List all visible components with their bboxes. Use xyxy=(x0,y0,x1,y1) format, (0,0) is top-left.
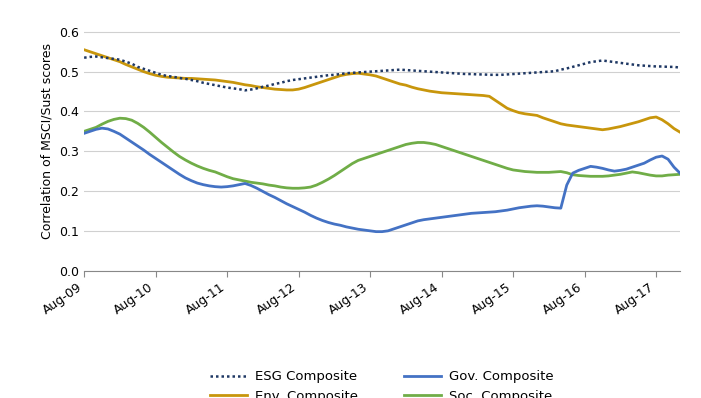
Soc. Composite xyxy=(289,186,297,191)
ESG Composite xyxy=(366,69,374,74)
ESG Composite xyxy=(509,72,517,76)
Env. Composite xyxy=(497,102,505,107)
Env. Composite xyxy=(676,130,684,135)
Env. Composite xyxy=(80,47,88,52)
Gov. Composite xyxy=(372,229,380,234)
Gov. Composite xyxy=(449,213,458,218)
Soc. Composite xyxy=(128,118,136,123)
ESG Composite xyxy=(449,71,458,76)
Gov. Composite xyxy=(235,182,243,187)
Line: ESG Composite: ESG Composite xyxy=(84,57,680,90)
ESG Composite xyxy=(241,88,250,93)
Gov. Composite xyxy=(538,204,547,209)
Soc. Composite xyxy=(538,170,547,175)
Env. Composite xyxy=(354,71,362,76)
Soc. Composite xyxy=(449,148,458,153)
Env. Composite xyxy=(122,62,130,67)
Env. Composite xyxy=(229,80,237,85)
Gov. Composite xyxy=(676,171,684,176)
Gov. Composite xyxy=(509,207,517,211)
Env. Composite xyxy=(527,112,536,117)
Gov. Composite xyxy=(128,140,136,144)
Gov. Composite xyxy=(80,131,88,136)
Soc. Composite xyxy=(676,172,684,177)
Soc. Composite xyxy=(235,178,243,182)
Gov. Composite xyxy=(97,126,107,131)
Y-axis label: Correlation of MSCI/Sust scores: Correlation of MSCI/Sust scores xyxy=(41,43,54,239)
Line: Env. Composite: Env. Composite xyxy=(84,50,680,132)
Soc. Composite xyxy=(116,116,124,121)
ESG Composite xyxy=(676,65,684,70)
ESG Composite xyxy=(92,54,100,59)
ESG Composite xyxy=(128,61,136,66)
ESG Composite xyxy=(538,70,547,74)
Soc. Composite xyxy=(366,154,374,159)
Gov. Composite xyxy=(360,228,369,232)
Env. Composite xyxy=(437,90,446,95)
Soc. Composite xyxy=(80,129,88,134)
Legend: ESG Composite, Env. Composite, Gov. Composite, Soc. Composite: ESG Composite, Env. Composite, Gov. Comp… xyxy=(210,371,554,398)
ESG Composite xyxy=(80,55,88,60)
ESG Composite xyxy=(235,87,243,92)
Soc. Composite xyxy=(509,168,517,172)
Line: Soc. Composite: Soc. Composite xyxy=(84,118,680,188)
Line: Gov. Composite: Gov. Composite xyxy=(84,128,680,232)
